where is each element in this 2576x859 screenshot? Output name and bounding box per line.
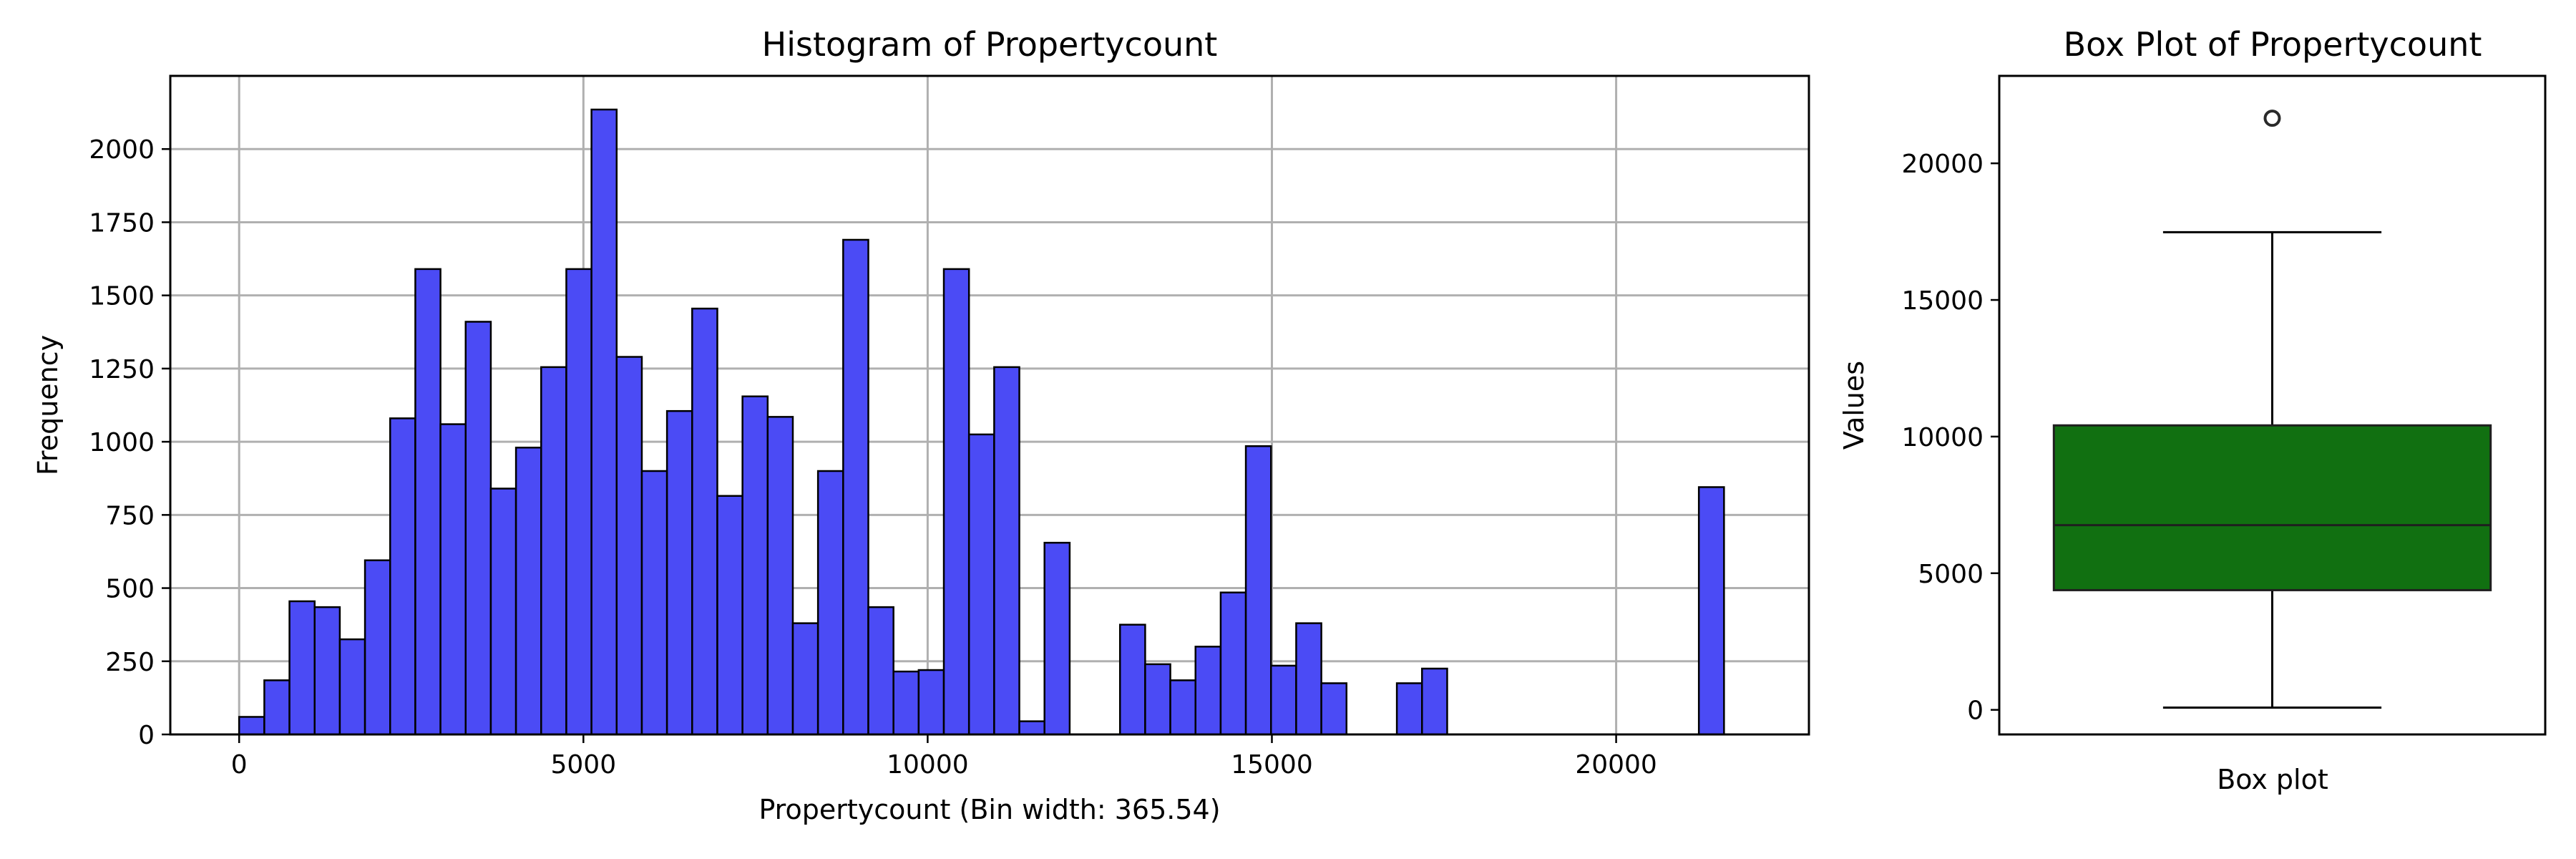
histogram-bar [716,495,743,736]
histogram-bar [892,670,920,736]
histogram-bar [615,356,643,736]
histogram-bar [993,366,1020,736]
histogram-x-ticks: 0 5000 10000 15000 20000 [231,734,1657,780]
histogram-bar [464,321,492,736]
histogram-bar [1043,541,1071,736]
histogram-bar [1018,720,1045,736]
histogram-y-tick-label: 1750 [89,208,155,238]
histogram-bar [691,307,718,736]
histogram-bar [514,447,542,736]
histogram-x-axis-label: Propertycount (Bin width: 365.54) [758,794,1220,825]
histogram-bar [1421,667,1448,736]
histogram-bar [1295,622,1322,736]
histogram-y-tick-label: 1250 [89,355,155,384]
boxplot-box [2052,424,2492,591]
boxplot-title: Box Plot of Propertycount [2064,25,2482,64]
histogram-x-tick-label: 10000 [887,750,969,780]
histogram-bar [313,606,341,736]
histogram-bar [842,238,869,736]
histogram-bar [565,268,592,736]
histogram-bar [791,622,819,736]
histogram-bar [816,470,844,736]
histogram-x-tick-label: 0 [231,750,248,780]
histogram-y-tick-label: 500 [105,575,155,604]
histogram-bar [338,638,366,736]
histogram-bar [640,470,668,736]
histogram-bar [364,559,391,736]
histogram-bar [867,606,894,736]
histogram-y-tick-label: 0 [138,721,155,750]
histogram-bar [540,366,567,736]
histogram-y-tick-label: 1000 [89,428,155,457]
histogram-y-tick-label: 250 [105,648,155,677]
histogram-bar [1144,663,1171,736]
boxplot-y-tick-label: 10000 [1901,423,1984,452]
histogram-y-tick-label: 1500 [89,282,155,311]
histogram-bar [263,679,291,736]
histogram-bar [917,669,945,736]
boxplot-outlier-point [2263,110,2281,127]
histogram-bar [766,416,794,736]
histogram-bar [665,409,693,736]
histogram-bar [1697,486,1725,736]
histogram-bar [1320,682,1348,736]
histogram-panel: Histogram of Propertycount 0 5000 10000 150… [32,25,1810,825]
histogram-plot-frame [169,74,1810,736]
histogram-bar [439,423,467,736]
histogram-bar [967,433,995,736]
histogram-bars [238,108,1725,736]
boxplot-elements [2052,110,2492,709]
boxplot-y-tick-label: 20000 [1901,150,1984,179]
histogram-x-tick-label: 5000 [550,750,616,780]
histogram-bar [1244,445,1272,736]
histogram-bar [590,108,618,736]
boxplot-x-axis-label: Box plot [2217,764,2328,795]
histogram-bar [1395,682,1423,736]
boxplot-y-ticks: 0 5000 10000 15000 20000 [1901,150,1999,726]
histogram-x-tick-label: 20000 [1575,750,1657,780]
boxplot-y-tick-label: 15000 [1901,286,1984,316]
histogram-bar [288,600,316,736]
boxplot-y-axis-label: Values [1838,361,1870,450]
histogram-bar [1270,664,1297,736]
histogram-bar [942,268,970,736]
histogram-bar [389,417,416,736]
histogram-bar [1118,623,1146,736]
histogram-y-tick-label: 2000 [89,135,155,165]
boxplot-panel: Box Plot of Propertycount 0 5000 10000 1500… [1838,25,2547,795]
histogram-y-axis-label: Frequency [32,335,64,475]
histogram-bar [489,487,517,736]
histogram-y-ticks: 0 250 500 750 1000 1250 1500 1750 2000 [89,135,170,750]
histogram-bar [1219,591,1247,736]
histogram-bar [414,268,441,736]
boxplot-plot-frame [1998,74,2547,736]
boxplot-y-tick-label: 0 [1967,697,1984,726]
histogram-bar [238,716,265,736]
histogram-bar [1194,646,1222,736]
histogram-bar [1169,679,1196,736]
histogram-y-tick-label: 750 [105,501,155,530]
histogram-bar [741,395,769,736]
boxplot-y-tick-label: 5000 [1918,560,1984,589]
histogram-title: Histogram of Propertycount [762,25,1218,64]
histogram-x-tick-label: 15000 [1231,750,1313,780]
